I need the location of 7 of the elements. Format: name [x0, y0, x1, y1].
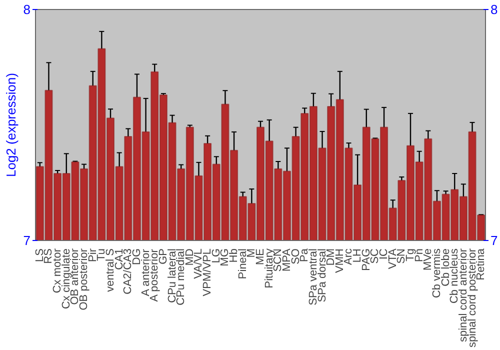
- y2-tick-label: 8: [490, 2, 498, 17]
- x-tick-label: DG: [130, 248, 143, 265]
- y2-tick-label: 7: [490, 233, 498, 248]
- x-tick-label: OB posterior: [78, 248, 90, 310]
- x-tick-label: Tg: [404, 248, 416, 262]
- y-axis-title: Log2 (expression): [3, 72, 18, 178]
- x-tick-label: RS: [42, 248, 55, 264]
